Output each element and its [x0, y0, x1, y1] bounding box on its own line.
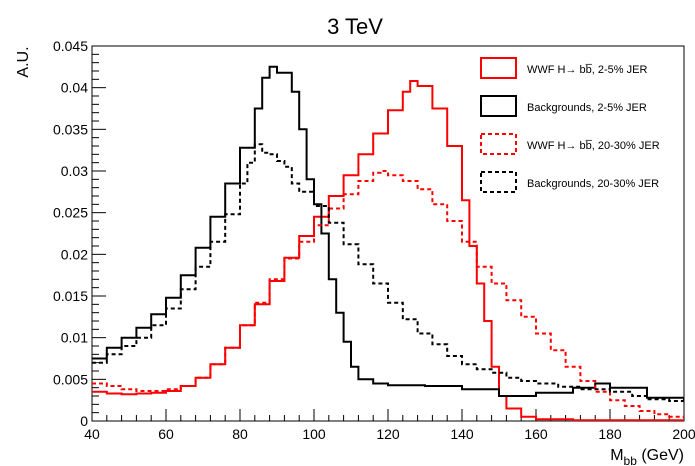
y-tick-label: 0.045 [53, 38, 88, 54]
x-tick-label: 60 [158, 426, 174, 442]
legend-swatch-3 [480, 133, 517, 155]
y-tick-label: 0.01 [61, 330, 88, 346]
legend-swatch-2 [480, 95, 517, 117]
x-tick-label: 100 [302, 426, 326, 442]
y-tick-label: 0.03 [61, 163, 88, 179]
x-axis-label-unit: (GeV) [637, 447, 684, 464]
x-tick-label: 40 [84, 426, 100, 442]
legend-swatch-4 [480, 171, 517, 193]
x-tick-label: 200 [672, 426, 695, 442]
x-tick-label: 140 [450, 426, 474, 442]
series-line-1 [92, 80, 684, 421]
x-tick-label: 160 [524, 426, 548, 442]
y-tick-label: 0.025 [53, 205, 88, 221]
x-axis-label-subscript: bb [624, 454, 638, 466]
y-tick-label: 0.02 [61, 246, 88, 262]
series-line-3 [92, 170, 684, 419]
chart-title: 3 TeV [327, 14, 383, 39]
legend-label-4: Backgrounds, 20-30% JER [527, 178, 659, 190]
legend: WWF H→ bb̅, 2-5% JER Backgrounds, 2-5% JE… [480, 57, 660, 193]
legend-label-2: Backgrounds, 2-5% JER [527, 102, 647, 114]
legend-label-1: WWF H→ bb̅, 2-5% JER [527, 64, 647, 76]
y-tick-label: 0.04 [61, 80, 88, 96]
ticks-layer: 40 60 80 100 120 140 160 180 200 0 0.005 0.01 0.015 0… [53, 38, 695, 442]
y-axis-label: A.U. [15, 46, 32, 77]
legend-swatch-1 [480, 57, 517, 79]
y-tick-label: 0 [80, 413, 88, 429]
x-tick-label: 180 [598, 426, 622, 442]
y-tick-label: 0.035 [53, 121, 88, 137]
series-layer [92, 65, 684, 421]
x-axis-label: Mbb (GeV) [610, 447, 684, 466]
y-tick-label: 0.005 [53, 371, 88, 387]
x-tick-label: 80 [232, 426, 248, 442]
x-tick-label: 120 [376, 426, 400, 442]
series-line-2 [92, 65, 684, 401]
x-axis-label-main: M [610, 447, 623, 464]
legend-label-3: WWF H→ bb̅, 20-30% JER [527, 140, 660, 152]
series-line-4 [92, 143, 684, 402]
y-tick-label: 0.015 [53, 288, 88, 304]
